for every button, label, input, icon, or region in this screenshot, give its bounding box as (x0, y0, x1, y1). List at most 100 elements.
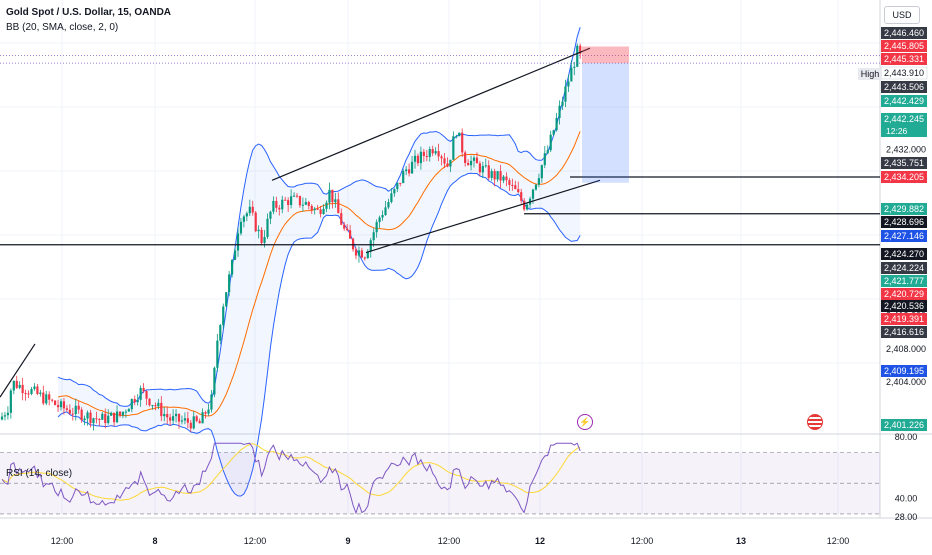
candle-body (145, 391, 148, 399)
candle-body (113, 412, 116, 423)
price-label-text: 2,416.616 (884, 327, 924, 337)
price-tick-label: 2,404.000 (886, 377, 926, 387)
rsi-tick-label: 40.00 (895, 494, 918, 504)
candle-body (169, 417, 172, 421)
candle-body (310, 205, 313, 211)
position-target-zone (582, 63, 629, 183)
candle-body (349, 230, 352, 239)
price-label-badge (881, 262, 927, 274)
time-tick-label: 12:00 (631, 536, 654, 546)
candle-body (313, 208, 316, 211)
candle-body (216, 340, 219, 368)
price-label-text: 2,420.729 (884, 289, 924, 299)
price-label-text: 2,443.910 (884, 68, 924, 78)
candle-body (493, 171, 496, 180)
price-label-text: 2,434.205 (884, 172, 924, 182)
candle-body (455, 136, 458, 138)
candle-body (242, 216, 245, 222)
candle-body (443, 158, 446, 164)
candle-body (322, 208, 325, 214)
candle-body (387, 202, 390, 208)
candle-body (434, 151, 437, 154)
price-label-text: 2,445.805 (884, 41, 924, 51)
candle-body (555, 117, 558, 131)
candle-body (561, 101, 564, 106)
candle-body (416, 155, 420, 164)
candle-body (42, 392, 45, 404)
candle-body (186, 418, 189, 423)
candle-body (204, 412, 207, 414)
price-label-text: 2,429.882 (884, 204, 924, 214)
rsi-legend[interactable]: RSI (14, close) (6, 468, 73, 479)
candle-body (467, 163, 470, 166)
price-label-countdown: 12:26 (886, 126, 908, 136)
us-flag-icon[interactable] (807, 414, 823, 430)
lightning-icon[interactable]: ⚡ (577, 414, 593, 430)
candle-body (576, 45, 579, 67)
candle-body (425, 155, 428, 157)
candle-body (33, 386, 36, 390)
candle-body (36, 386, 39, 394)
candle-body (95, 418, 98, 420)
candle-body (381, 215, 384, 218)
price-label-badge (881, 81, 927, 93)
candle-body (68, 409, 71, 414)
candle-body (573, 66, 576, 68)
candle-body (56, 405, 60, 408)
candle-body (222, 306, 225, 326)
candle-body (440, 156, 443, 159)
currency-button[interactable]: USD (884, 6, 920, 24)
price-label-badge (881, 300, 927, 312)
candle-body (549, 134, 552, 151)
candle-body (520, 192, 523, 201)
price-label-text: 2,401.226 (884, 420, 924, 430)
candle-body (245, 213, 248, 217)
price-label-badge (881, 113, 927, 137)
price-label-badge (881, 53, 927, 65)
candle-body (540, 165, 543, 179)
candle-body (304, 201, 307, 205)
time-tick-label: 8 (152, 536, 157, 546)
candle-body (514, 185, 517, 190)
candle-body (213, 367, 216, 395)
price-label-text: 2,424.224 (884, 263, 924, 273)
price-label-badge (881, 313, 927, 325)
rsi-line (1, 442, 581, 515)
candle-body (51, 399, 54, 401)
candle-body (118, 411, 122, 416)
candle-body (166, 413, 169, 418)
candle-body (278, 207, 281, 210)
candle-body (325, 202, 328, 209)
price-label-text: 2,442.429 (884, 96, 924, 106)
bb-basis-line (57, 131, 581, 417)
candle-body (496, 171, 499, 180)
candle-body (59, 401, 63, 408)
price-label-text: 2,445.331 (884, 54, 924, 64)
candle-body (192, 416, 195, 429)
candle-body (3, 415, 7, 417)
candle-body (207, 409, 210, 414)
candle-body (107, 415, 110, 424)
candle-body (24, 393, 27, 395)
candle-body (48, 394, 51, 400)
candle-body (201, 412, 204, 424)
candle-body (570, 67, 573, 82)
trendline-left (0, 343, 36, 398)
candle-body (124, 411, 127, 413)
candle-body (390, 193, 393, 203)
bb-upper-line (57, 27, 581, 407)
chart-title[interactable]: Gold Spot / U.S. Dollar, 15, OANDA (6, 7, 172, 18)
candle-body (9, 390, 12, 413)
position-stop-zone (582, 46, 629, 64)
candle-body (469, 160, 473, 166)
bb-legend[interactable]: BB (20, SMA, close, 2, 0) (6, 22, 119, 33)
candle-body (511, 184, 514, 186)
candle-body (154, 405, 157, 407)
price-label-text: 2,428.696 (884, 217, 924, 227)
price-label-badge (881, 248, 927, 260)
candle-body (316, 208, 319, 210)
candle-body (567, 81, 570, 87)
rsi-ma-line (1, 443, 581, 501)
time-tick-label: 12:00 (827, 536, 850, 546)
